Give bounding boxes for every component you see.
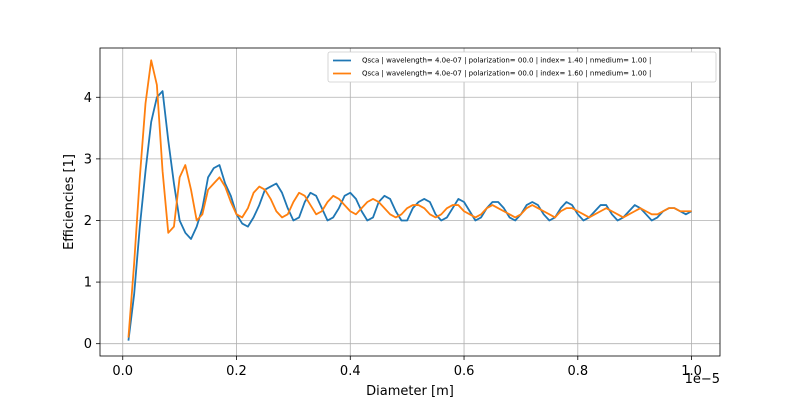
x-tick-label: 0.0 bbox=[112, 364, 133, 379]
x-tick-label: 0.8 bbox=[567, 364, 588, 379]
x-tick-label: 0.4 bbox=[340, 364, 361, 379]
legend-label-series-1: Qsca | wavelength= 4.0e-07 | polarizatio… bbox=[362, 57, 651, 65]
y-tick-label: 0 bbox=[84, 337, 92, 352]
x-tick-label: 0.6 bbox=[454, 364, 475, 379]
y-tick-label: 2 bbox=[84, 214, 92, 229]
x-axis-offset-label: 1e−5 bbox=[685, 372, 720, 387]
y-tick-label: 1 bbox=[84, 276, 92, 291]
legend: Qsca | wavelength= 4.0e-07 | polarizatio… bbox=[328, 52, 716, 82]
y-tick-label: 3 bbox=[84, 152, 92, 167]
legend-label-series-2: Qsca | wavelength= 4.0e-07 | polarizatio… bbox=[362, 70, 651, 78]
x-tick-label: 0.2 bbox=[226, 364, 247, 379]
x-axis-label: Diameter [m] bbox=[366, 384, 454, 399]
y-axis-label: Efficiencies [1] bbox=[62, 154, 77, 250]
y-tick-label: 4 bbox=[84, 91, 92, 106]
